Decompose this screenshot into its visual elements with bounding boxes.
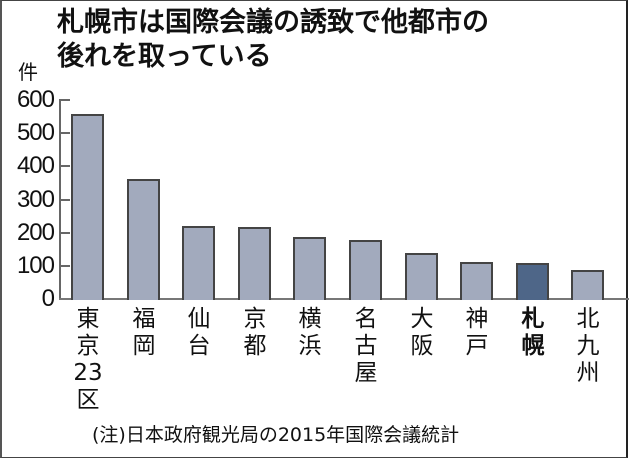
x-tick-label: 仙台 <box>183 306 215 360</box>
source-note: (注)日本政府観光局の2015年国際会議統計 <box>92 424 460 446</box>
y-tick-mark <box>59 231 70 234</box>
x-tick-label: 北九州 <box>572 306 604 387</box>
title-line-2: 後れを取っている <box>57 41 272 72</box>
x-label-char: 福 <box>132 306 156 332</box>
x-tick-label: 横浜 <box>294 306 326 360</box>
y-tick-label: 400 <box>16 152 55 180</box>
x-label-char: 区 <box>76 387 100 413</box>
y-tick-label: 0 <box>41 285 55 312</box>
x-label-char: 京 <box>76 333 100 359</box>
x-label-char: 九 <box>576 333 600 359</box>
chart-title: 札幌市は国際会議の誘致で他都市の 後れを取っている <box>57 6 489 74</box>
bar-4 <box>293 236 326 300</box>
bar-0 <box>71 114 104 300</box>
x-label-char: 浜 <box>298 333 322 359</box>
bar-8 <box>516 263 549 300</box>
x-label-char: 阪 <box>410 333 434 359</box>
x-label-char: 戸 <box>465 333 489 359</box>
bar-5 <box>349 239 382 300</box>
x-tick-label: 名古屋 <box>350 306 382 387</box>
x-tick-label: 神戸 <box>461 306 493 360</box>
x-label-char: 北 <box>576 306 600 332</box>
x-label-char: 横 <box>298 306 322 332</box>
x-label-char: 幌 <box>521 333 545 359</box>
y-tick-mark <box>59 165 70 168</box>
x-tick-label: 大阪 <box>406 306 438 360</box>
x-label-char: 屋 <box>354 360 378 386</box>
y-tick-label: 100 <box>16 251 55 279</box>
title-line-1: 札幌市は国際会議の誘致で他都市の <box>57 7 489 38</box>
y-tick-mark <box>59 99 70 101</box>
x-label-char: 都 <box>243 333 267 359</box>
bar-6 <box>405 252 438 300</box>
y-tick-label: 600 <box>16 86 55 113</box>
x-label-char: 23 <box>73 360 103 386</box>
y-tick-label: 500 <box>16 119 55 147</box>
y-tick-mark <box>59 198 70 201</box>
bar-1 <box>127 178 160 300</box>
x-label-char: 仙 <box>187 306 211 332</box>
x-label-char: 京 <box>243 306 267 332</box>
y-tick-mark <box>59 264 70 267</box>
y-axis-unit: 件 <box>18 60 38 84</box>
x-label-char: 神 <box>465 306 489 332</box>
y-axis <box>59 100 61 300</box>
x-label-char: 古 <box>354 333 378 359</box>
x-label-char: 台 <box>187 333 211 359</box>
x-axis <box>59 298 629 300</box>
x-label-char: 大 <box>410 306 434 332</box>
y-tick-label: 300 <box>16 185 55 213</box>
bar-9 <box>571 270 604 300</box>
bar-2 <box>182 225 215 300</box>
x-tick-label: 東京 23 区 <box>72 306 104 414</box>
bar-3 <box>238 226 271 300</box>
x-label-char: 岡 <box>132 333 156 359</box>
y-tick-mark <box>59 132 70 135</box>
x-label-char: 州 <box>576 360 600 386</box>
x-tick-label: 京都 <box>239 306 271 360</box>
bar-7 <box>460 261 493 300</box>
x-label-char: 名 <box>354 306 378 332</box>
x-tick-label: 札幌 <box>517 306 549 360</box>
y-tick-label: 200 <box>16 218 55 246</box>
x-label-char: 東 <box>76 306 100 332</box>
x-tick-label: 福岡 <box>128 306 160 360</box>
x-label-char: 札 <box>521 306 545 332</box>
